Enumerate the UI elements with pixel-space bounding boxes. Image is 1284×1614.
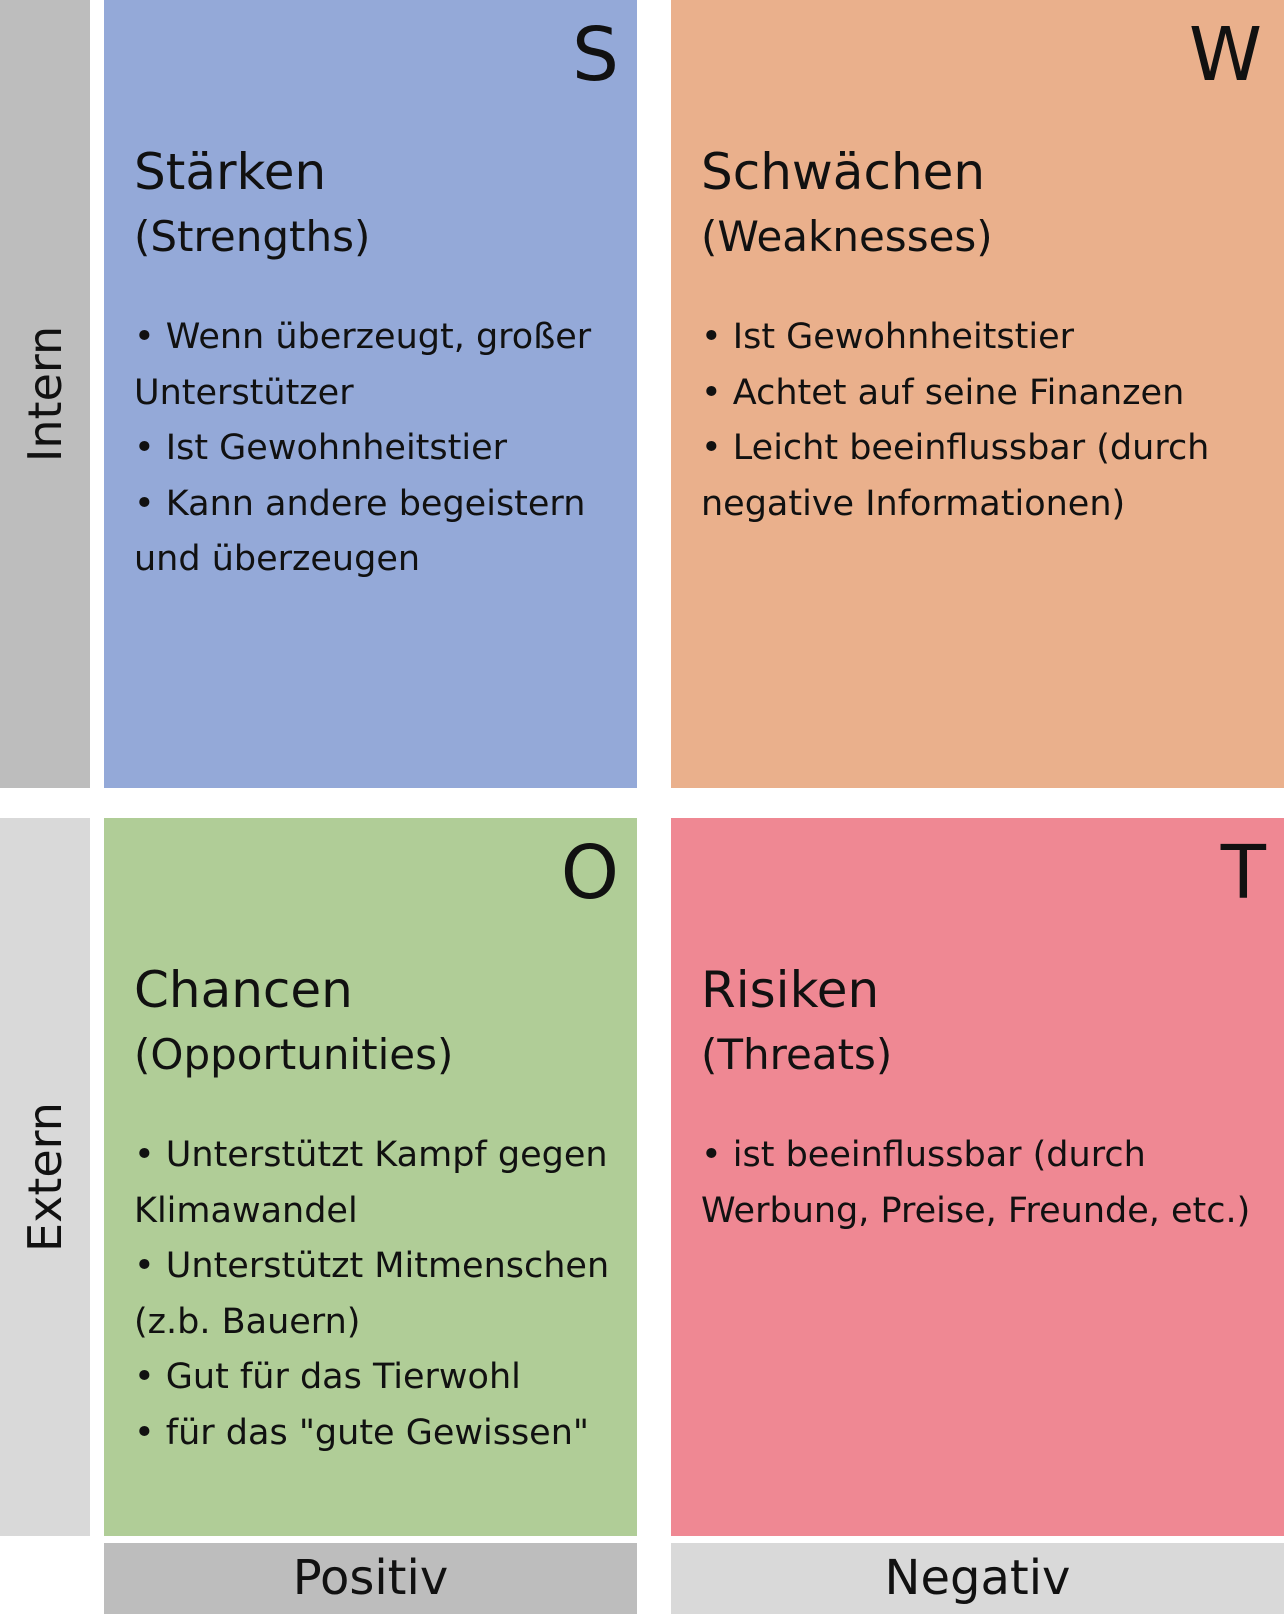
list-item: Leicht beeinflussbar (durch negative Inf… — [701, 421, 1274, 532]
quadrant-letter: W — [1188, 12, 1262, 98]
intern-label: Intern — [18, 325, 72, 463]
list-item: Gut für das Tierwohl — [134, 1350, 627, 1406]
extern-label: Extern — [18, 1102, 72, 1252]
quadrant-title: Chancen — [134, 961, 353, 1019]
quadrant-letter: S — [572, 12, 619, 98]
quadrant-letter: O — [560, 830, 619, 916]
quadrant-subtitle: (Weaknesses) — [701, 212, 993, 261]
list-item: Unterstützt Kampf gegen Klimawandel — [134, 1128, 627, 1239]
quadrant-items: ist beeinflussbar (durch Werbung, Preise… — [701, 1128, 1274, 1239]
quadrant-items: Wenn überzeugt, großer Unterstützer Ist … — [134, 310, 627, 588]
quadrant-threats: T Risiken (Threats) ist beeinflussbar (d… — [671, 818, 1284, 1536]
quadrant-title: Risiken — [701, 961, 880, 1019]
quadrant-subtitle: (Strengths) — [134, 212, 371, 261]
list-item: Ist Gewohnheitstier — [134, 421, 627, 477]
row-label-intern: Intern — [0, 0, 90, 788]
quadrant-strengths: S Stärken (Strengths) Wenn überzeugt, gr… — [104, 0, 637, 788]
quadrant-opportunities: O Chancen (Opportunities) Unterstützt Ka… — [104, 818, 637, 1536]
list-item: Wenn überzeugt, großer Unterstützer — [134, 310, 627, 421]
quadrant-subtitle: (Opportunities) — [134, 1030, 454, 1079]
quadrant-title: Stärken — [134, 143, 327, 201]
list-item: Unterstützt Mitmenschen (z.b. Bauern) — [134, 1239, 627, 1350]
list-item: ist beeinflussbar (durch Werbung, Preise… — [701, 1128, 1274, 1239]
column-label-positiv: Positiv — [104, 1543, 637, 1614]
quadrant-title: Schwächen — [701, 143, 986, 201]
quadrant-items: Ist Gewohnheitstier Achtet auf seine Fin… — [701, 310, 1274, 532]
quadrant-letter: T — [1220, 830, 1266, 916]
list-item: Achtet auf seine Finanzen — [701, 366, 1274, 422]
column-label-negativ: Negativ — [671, 1543, 1284, 1614]
quadrant-items: Unterstützt Kampf gegen Klimawandel Unte… — [134, 1128, 627, 1461]
list-item: Ist Gewohnheitstier — [701, 310, 1274, 366]
list-item: Kann andere begeistern und überzeugen — [134, 477, 627, 588]
quadrant-subtitle: (Threats) — [701, 1030, 893, 1079]
row-label-extern: Extern — [0, 818, 90, 1536]
quadrant-weaknesses: W Schwächen (Weaknesses) Ist Gewohnheits… — [671, 0, 1284, 788]
list-item: für das "gute Gewissen" — [134, 1406, 627, 1462]
